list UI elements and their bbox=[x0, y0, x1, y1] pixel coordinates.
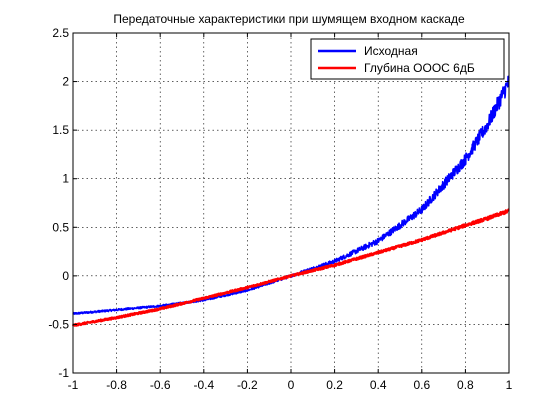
y-tick-label: 1.5 bbox=[52, 123, 69, 137]
series-layer bbox=[71, 75, 510, 327]
x-tick-label: 1 bbox=[506, 378, 513, 392]
x-tick-label: -0.6 bbox=[150, 378, 171, 392]
x-tick-label: 0.2 bbox=[326, 378, 343, 392]
y-tick-label: 2 bbox=[62, 75, 69, 89]
x-tick-label: 0.6 bbox=[413, 378, 430, 392]
y-tick-labels: -1 -0.5 0 0.5 1 1.5 2 2.5 bbox=[48, 26, 69, 380]
x-tick-labels: -1 -0.8 -0.6 -0.4 -0.2 0 0.2 0.4 0.6 0.8 1 bbox=[68, 378, 513, 392]
y-tick-label: 0.5 bbox=[52, 220, 69, 234]
x-tick-label: 0 bbox=[288, 378, 295, 392]
x-tick-label: -0.4 bbox=[193, 378, 214, 392]
legend-box bbox=[310, 38, 505, 80]
ticks bbox=[72, 32, 510, 374]
x-tick-label: 0.8 bbox=[457, 378, 474, 392]
x-tick-label: -0.2 bbox=[237, 378, 258, 392]
y-tick-label: 2.5 bbox=[52, 26, 69, 40]
legend-label-original: Исходная bbox=[364, 44, 418, 58]
y-tick-label: 1 bbox=[62, 172, 69, 186]
y-tick-label: -0.5 bbox=[48, 317, 69, 331]
plot-area bbox=[73, 33, 509, 373]
chart-title: Передаточные характеристики при шумящем … bbox=[113, 12, 465, 26]
y-tick-label: 0 bbox=[62, 269, 69, 283]
x-tick-label: 0.4 bbox=[370, 378, 387, 392]
y-tick-label: -1 bbox=[58, 366, 69, 380]
x-tick-label: -0.8 bbox=[106, 378, 127, 392]
legend-label-nfb-6db: Глубина ОООС 6дБ bbox=[364, 61, 475, 75]
x-tick-label: -1 bbox=[68, 378, 79, 392]
grid bbox=[73, 33, 509, 373]
legend: Исходная Глубина ОООС 6дБ bbox=[310, 38, 505, 80]
series-line-nfb-6db bbox=[71, 208, 510, 327]
